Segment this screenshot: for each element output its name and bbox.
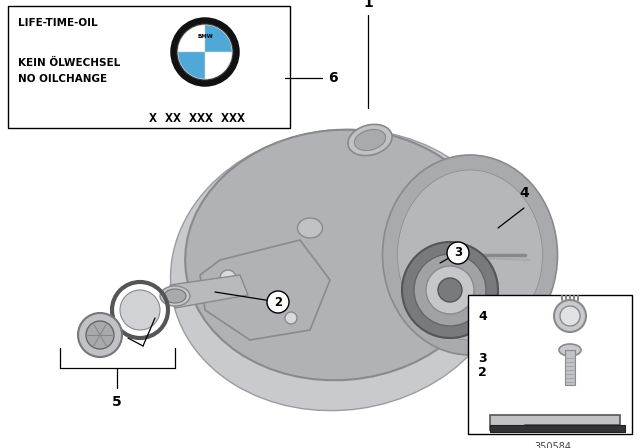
Text: 3: 3: [454, 246, 462, 259]
Text: LIFE-TIME-OIL: LIFE-TIME-OIL: [18, 18, 98, 28]
Ellipse shape: [383, 155, 557, 355]
Ellipse shape: [355, 129, 386, 151]
Circle shape: [267, 291, 289, 313]
Ellipse shape: [170, 129, 509, 411]
Text: 3: 3: [478, 352, 486, 365]
Ellipse shape: [397, 170, 543, 340]
Circle shape: [220, 270, 236, 286]
Circle shape: [177, 24, 233, 80]
Text: 2: 2: [274, 296, 282, 309]
Text: X XX XXX XXX: X XX XXX XXX: [149, 112, 245, 125]
Circle shape: [78, 313, 122, 357]
Circle shape: [426, 266, 474, 314]
Circle shape: [120, 290, 160, 330]
Polygon shape: [490, 425, 625, 432]
Circle shape: [554, 300, 586, 332]
Ellipse shape: [348, 125, 392, 155]
Wedge shape: [205, 25, 232, 52]
FancyBboxPatch shape: [8, 6, 290, 128]
Polygon shape: [200, 240, 330, 340]
Text: 1: 1: [363, 0, 373, 10]
Text: 6: 6: [328, 71, 338, 85]
Circle shape: [560, 306, 580, 326]
Text: 350584: 350584: [534, 442, 572, 448]
Circle shape: [172, 19, 238, 85]
Text: KEIN ÖLWECHSEL: KEIN ÖLWECHSEL: [18, 58, 120, 68]
Ellipse shape: [559, 344, 581, 356]
FancyBboxPatch shape: [565, 350, 575, 385]
Circle shape: [438, 278, 462, 302]
Text: 4: 4: [478, 310, 487, 323]
Wedge shape: [178, 25, 205, 52]
Polygon shape: [490, 415, 620, 430]
Text: 2: 2: [478, 366, 487, 379]
Polygon shape: [170, 275, 248, 308]
Circle shape: [414, 254, 486, 326]
Circle shape: [402, 242, 498, 338]
Ellipse shape: [298, 218, 323, 238]
Ellipse shape: [164, 289, 186, 303]
Text: NO OILCHANGE: NO OILCHANGE: [18, 74, 107, 84]
Circle shape: [86, 321, 114, 349]
Ellipse shape: [160, 286, 190, 306]
Wedge shape: [205, 52, 232, 79]
Ellipse shape: [185, 130, 495, 380]
Text: BMW: BMW: [197, 34, 213, 39]
Wedge shape: [178, 52, 205, 79]
Circle shape: [447, 242, 469, 264]
Text: 4: 4: [519, 186, 529, 200]
Circle shape: [285, 312, 297, 324]
FancyBboxPatch shape: [468, 295, 632, 434]
Text: 5: 5: [112, 395, 122, 409]
